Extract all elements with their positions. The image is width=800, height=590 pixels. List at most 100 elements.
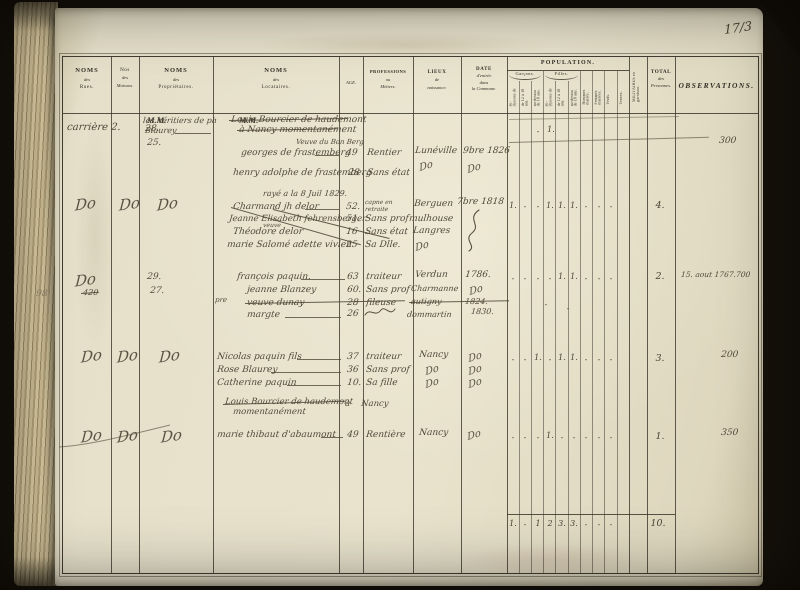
pop-column-rule — [543, 71, 544, 573]
ditto-mark: Do — [466, 160, 482, 177]
header-garcons-sub1: au-dessous de 12 ans. — [509, 88, 517, 107]
header-filles-label: Filles. — [554, 71, 569, 76]
header-text: AGE. — [345, 80, 357, 85]
profession-value: retraite — [364, 206, 389, 213]
header-veufs: Veufs. — [606, 93, 610, 105]
header-maisons: Nos des Maisons. — [111, 68, 139, 88]
pop-mark: 1. — [558, 201, 566, 210]
header-text: Maisons. — [116, 82, 134, 88]
census-table: NOMS des Rues. Nos des Maisons. NOMS des… — [58, 56, 759, 574]
pop-column-rule — [604, 71, 605, 573]
header-professions: PROFESSIONS ou Métiers. — [363, 69, 413, 90]
pop-mark: - — [584, 433, 588, 442]
header-filles-sub3: au-dessus de 18 ans. — [570, 89, 578, 107]
entry-date-value: 1786. — [464, 270, 492, 280]
total-value: 1. — [655, 431, 665, 442]
column-rule — [413, 57, 414, 573]
margin-pencil-mark: 98 — [35, 289, 49, 299]
folio-number: 17/3 — [723, 18, 753, 37]
header-text: NOMS — [264, 67, 288, 74]
pop-mark: - — [597, 202, 601, 211]
book-page-edges — [14, 2, 58, 586]
header-garcons-label: Garçons. — [515, 71, 535, 76]
pop-mark: - — [544, 300, 548, 309]
pop-mark: 1. — [558, 353, 566, 362]
filles-brace — [545, 75, 578, 80]
dash-flourish — [287, 385, 341, 386]
ditto-mark: Do — [156, 193, 179, 215]
header-text: PROFESSIONS — [369, 69, 407, 74]
column-rule — [647, 57, 648, 573]
header-text: Rues. — [79, 85, 95, 91]
ditto-mark: Do — [160, 425, 183, 447]
birthplace-value: Langres — [412, 226, 451, 236]
birthplace-value: Charmanne — [410, 284, 459, 293]
pop-column-rule — [580, 71, 581, 573]
header-text: dans — [479, 79, 489, 85]
ditto-mark: Do — [116, 345, 139, 367]
header-filles-sub1: au-dessous de 12 ans. — [545, 88, 553, 107]
age-value: 26 — [346, 309, 360, 319]
total-value: 4. — [655, 200, 665, 211]
pop-mark: - — [548, 355, 552, 364]
profession-value: Rentier — [366, 148, 402, 158]
age-value: 36 — [346, 365, 360, 375]
strike-mark — [508, 116, 679, 120]
header-text: des — [272, 76, 280, 82]
age-value: 51. — [345, 214, 361, 224]
owner-name: Blaurey — [144, 126, 177, 135]
profession-value: traiteur — [365, 352, 402, 362]
tenant-note: Nancy — [360, 399, 390, 409]
observation-value: 350 — [720, 428, 739, 438]
header-text: naissance. — [427, 84, 447, 90]
house-number: 27. — [149, 286, 165, 296]
pop-total-mark: 2 — [547, 519, 553, 528]
pop-mark: - — [597, 433, 601, 442]
birthplace-value: Nancy — [418, 350, 449, 360]
dash-flourish — [301, 279, 345, 280]
pop-total-mark: - — [523, 520, 527, 529]
age-value: 63 — [346, 272, 360, 282]
totals-separator-rule — [507, 514, 675, 515]
entry-date-value: 7bre 1818 — [456, 197, 505, 207]
dash-flourish — [175, 133, 211, 134]
ditto-mark: Do — [116, 425, 139, 447]
pop-mark: - — [523, 274, 527, 283]
pop-total-mark: - — [609, 520, 613, 529]
pop-mark: - — [609, 202, 613, 211]
header-bottom-rule — [63, 113, 758, 114]
pop-mark: - — [560, 433, 564, 442]
pop-mark: - — [511, 274, 515, 283]
pop-column-rule — [555, 81, 556, 573]
tenant-note: momentanément — [232, 407, 307, 417]
pop-mark: - — [511, 355, 515, 364]
pop-total-mark: - — [597, 520, 601, 529]
header-age: AGE. — [339, 80, 363, 86]
observation-value: 200 — [720, 350, 739, 360]
ditto-mark: Do — [467, 375, 483, 392]
column-rule — [461, 57, 462, 573]
birthplace-value: Lunéville — [414, 146, 458, 156]
header-hommes-maries: Hommes mariés. — [582, 89, 590, 105]
pop-mark: - — [597, 274, 601, 283]
margin-sweep — [58, 424, 171, 448]
pop-mark: 1. — [570, 353, 578, 362]
total-value: 3. — [655, 353, 665, 364]
header-lieux: LIEUX de naissance. — [413, 70, 461, 90]
birthplace-value: mulhouse — [408, 214, 454, 224]
tenant-name: jeanne Blanzey — [246, 285, 317, 295]
pop-mark: 1. — [509, 201, 517, 210]
ditto-curl — [468, 209, 480, 252]
header-veuves: Veuves. — [619, 91, 623, 105]
column-rule — [507, 57, 508, 573]
tenant-name: Théodore delor — [232, 227, 304, 237]
pop-total-mark: 3. — [570, 519, 578, 528]
column-rule — [139, 57, 140, 573]
age-value: 60. — [346, 285, 362, 295]
dash-flourish — [297, 359, 341, 360]
header-locataires: NOMS des Locataires. — [213, 67, 339, 90]
header-text: la Commune. — [471, 86, 497, 92]
tenant-note: Veuve du Bon Berg — [295, 138, 365, 146]
tenant-name: marie Salomé adette vivien — [226, 240, 353, 250]
age-value: 52. — [345, 202, 361, 212]
